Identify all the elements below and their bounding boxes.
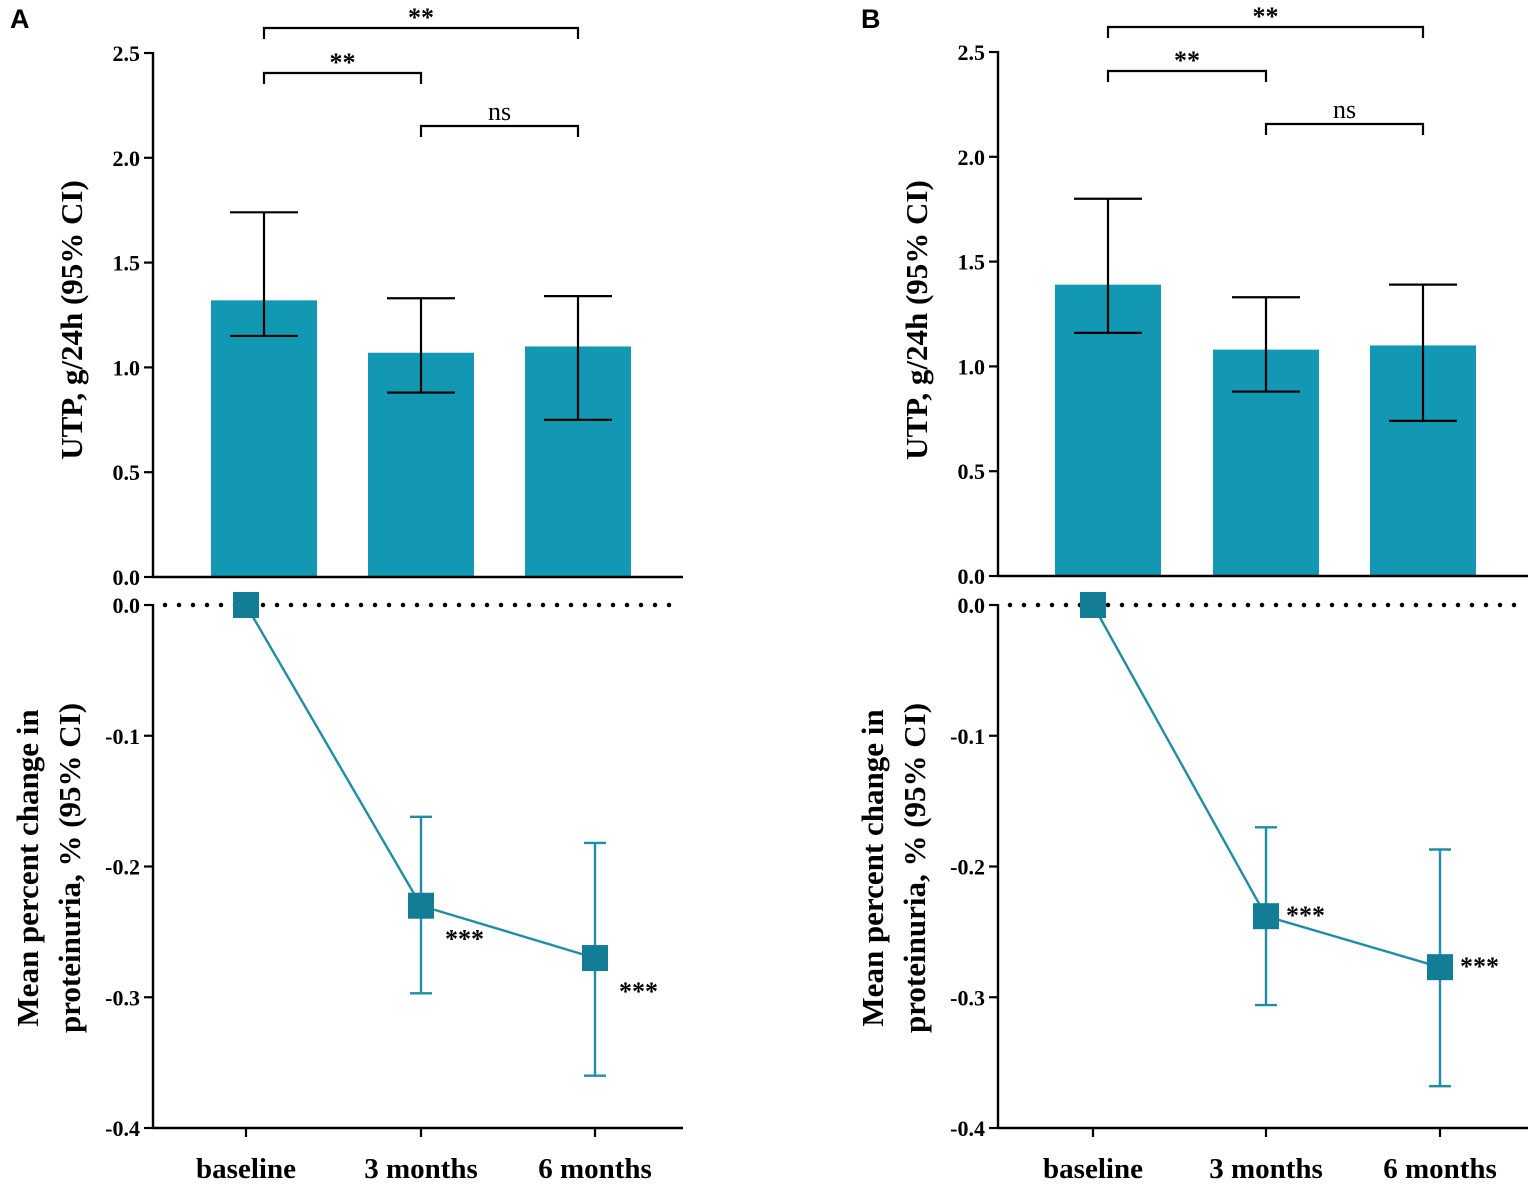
x-category-label: baseline: [1043, 1153, 1143, 1185]
line-y-tick-label: -0.2: [950, 855, 985, 880]
line-y-axis-label-line1: Mean percent change in: [855, 709, 890, 1026]
panel-letter: B: [861, 4, 881, 34]
bar-y-tick-label: 0.0: [113, 565, 141, 590]
data-point-3-months: [1253, 903, 1279, 930]
significance-bracket: [1106, 25, 1425, 38]
bar-y-tick-label: 1.0: [113, 355, 141, 380]
bar-y-tick-label: 1.5: [113, 251, 141, 276]
significance-bracket: [262, 26, 580, 39]
line-y-tick-label: 0.0: [113, 593, 141, 618]
point-significance-label: ***: [445, 925, 484, 954]
bar-y-tick-label: 0.5: [113, 460, 141, 485]
data-point-6-months: [582, 945, 608, 972]
bar-y-tick-label: 2.5: [113, 41, 141, 66]
bar-y-tick-label: 2.5: [958, 40, 986, 65]
line-y-tick-label: -0.1: [105, 724, 140, 749]
bar-y-axis-label: UTP, g/24h (95% CI): [54, 180, 89, 460]
bar-y-tick-label: 1.5: [958, 250, 986, 275]
significance-bracket: [262, 71, 423, 84]
line-y-tick-label: 0.0: [958, 593, 986, 618]
x-category-label: 6 months: [1383, 1153, 1497, 1185]
panel-letter: A: [10, 4, 30, 34]
line-y-tick-label: -0.4: [950, 1116, 985, 1141]
significance-label: **: [408, 3, 434, 32]
line-y-tick-label: -0.2: [105, 855, 140, 880]
point-significance-label: ***: [619, 977, 658, 1006]
point-significance-label: ***: [1460, 952, 1499, 981]
point-significance-label: ***: [1286, 901, 1325, 930]
significance-bracket: [419, 124, 580, 137]
panel-a: A 0.0 0.5 1.0 1.5 2.0 2.5 UTP, g/24h (95% CI) **…: [10, 3, 686, 1185]
line-y-axis-label-line1: Mean percent change in: [10, 709, 45, 1026]
data-point-6-months: [1427, 954, 1453, 981]
data-point-baseline: [233, 592, 259, 618]
panel-b: B 0.0 0.5 1.0 1.5 2.0 2.5 UTP, g/24h (95% CI) **…: [855, 2, 1531, 1185]
bar-y-tick-label: 2.0: [113, 146, 141, 171]
significance-bracket: [1106, 69, 1268, 82]
x-category-label: baseline: [196, 1153, 296, 1185]
line-y-axis-label-line2: proteinuria, % (95% CI): [897, 703, 932, 1033]
significance-label: **: [330, 48, 356, 77]
line-y-tick-label: -0.4: [105, 1116, 140, 1141]
significance-label: **: [1253, 2, 1279, 31]
line-y-tick-label: -0.3: [950, 985, 985, 1010]
bar-y-tick-label: 0.0: [958, 564, 986, 589]
x-category-label: 3 months: [364, 1153, 478, 1185]
significance-label: ns: [1333, 95, 1356, 124]
line-y-axis-label-line2: proteinuria, % (95% CI): [52, 703, 87, 1033]
line-y-tick-label: -0.1: [950, 724, 985, 749]
x-category-label: 3 months: [1209, 1153, 1323, 1185]
bar-baseline: [211, 300, 317, 577]
data-point-3-months: [408, 892, 434, 919]
significance-label: ns: [488, 97, 511, 126]
line-y-tick-label: -0.3: [105, 985, 140, 1010]
bar-y-tick-label: 2.0: [958, 145, 986, 170]
x-category-label: 6 months: [538, 1153, 652, 1185]
data-point-baseline: [1080, 592, 1106, 618]
bar-y-tick-label: 1.0: [958, 354, 986, 379]
significance-bracket: [1264, 122, 1425, 135]
significance-label: **: [1174, 46, 1200, 75]
bar-y-axis-label: UTP, g/24h (95% CI): [899, 180, 934, 460]
bar-y-tick-label: 0.5: [958, 459, 986, 484]
